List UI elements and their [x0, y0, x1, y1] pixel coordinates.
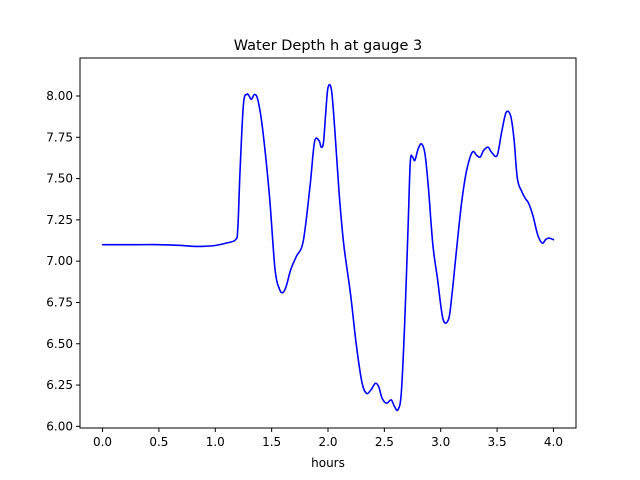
x-axis-ticks: 0.0 0.5 1.0 1.5 2.0 2.5 3.0 3.5 4.0	[93, 428, 563, 449]
y-tick-label: 6.75	[46, 295, 73, 309]
y-axis-ticks: 6.00 6.25 6.50 6.75 7.00 7.25 7.50 7.75 8.00	[46, 89, 80, 433]
x-tick-label: 2.5	[375, 435, 394, 449]
x-tick-label: 1.0	[206, 435, 225, 449]
y-tick-label: 7.25	[46, 213, 73, 227]
y-tick-label: 7.50	[46, 172, 73, 186]
y-tick-label: 6.25	[46, 378, 73, 392]
x-tick-label: 2.0	[318, 435, 337, 449]
plot-area-frame	[79, 57, 577, 429]
x-tick-label: 4.0	[544, 435, 563, 449]
x-tick-label: 0.0	[93, 435, 112, 449]
y-tick-label: 6.00	[46, 419, 73, 433]
x-tick-label: 3.0	[431, 435, 450, 449]
x-tick-label: 1.5	[262, 435, 281, 449]
series-line	[101, 83, 555, 412]
x-tick-label: 0.5	[149, 435, 168, 449]
y-tick-label: 7.75	[46, 130, 73, 144]
x-axis-label: hours	[311, 456, 345, 470]
x-tick-label: 3.5	[488, 435, 507, 449]
y-tick-label: 8.00	[46, 89, 73, 103]
y-tick-label: 7.00	[46, 254, 73, 268]
y-tick-label: 6.50	[46, 337, 73, 351]
chart-title: Water Depth h at gauge 3	[234, 38, 422, 54]
